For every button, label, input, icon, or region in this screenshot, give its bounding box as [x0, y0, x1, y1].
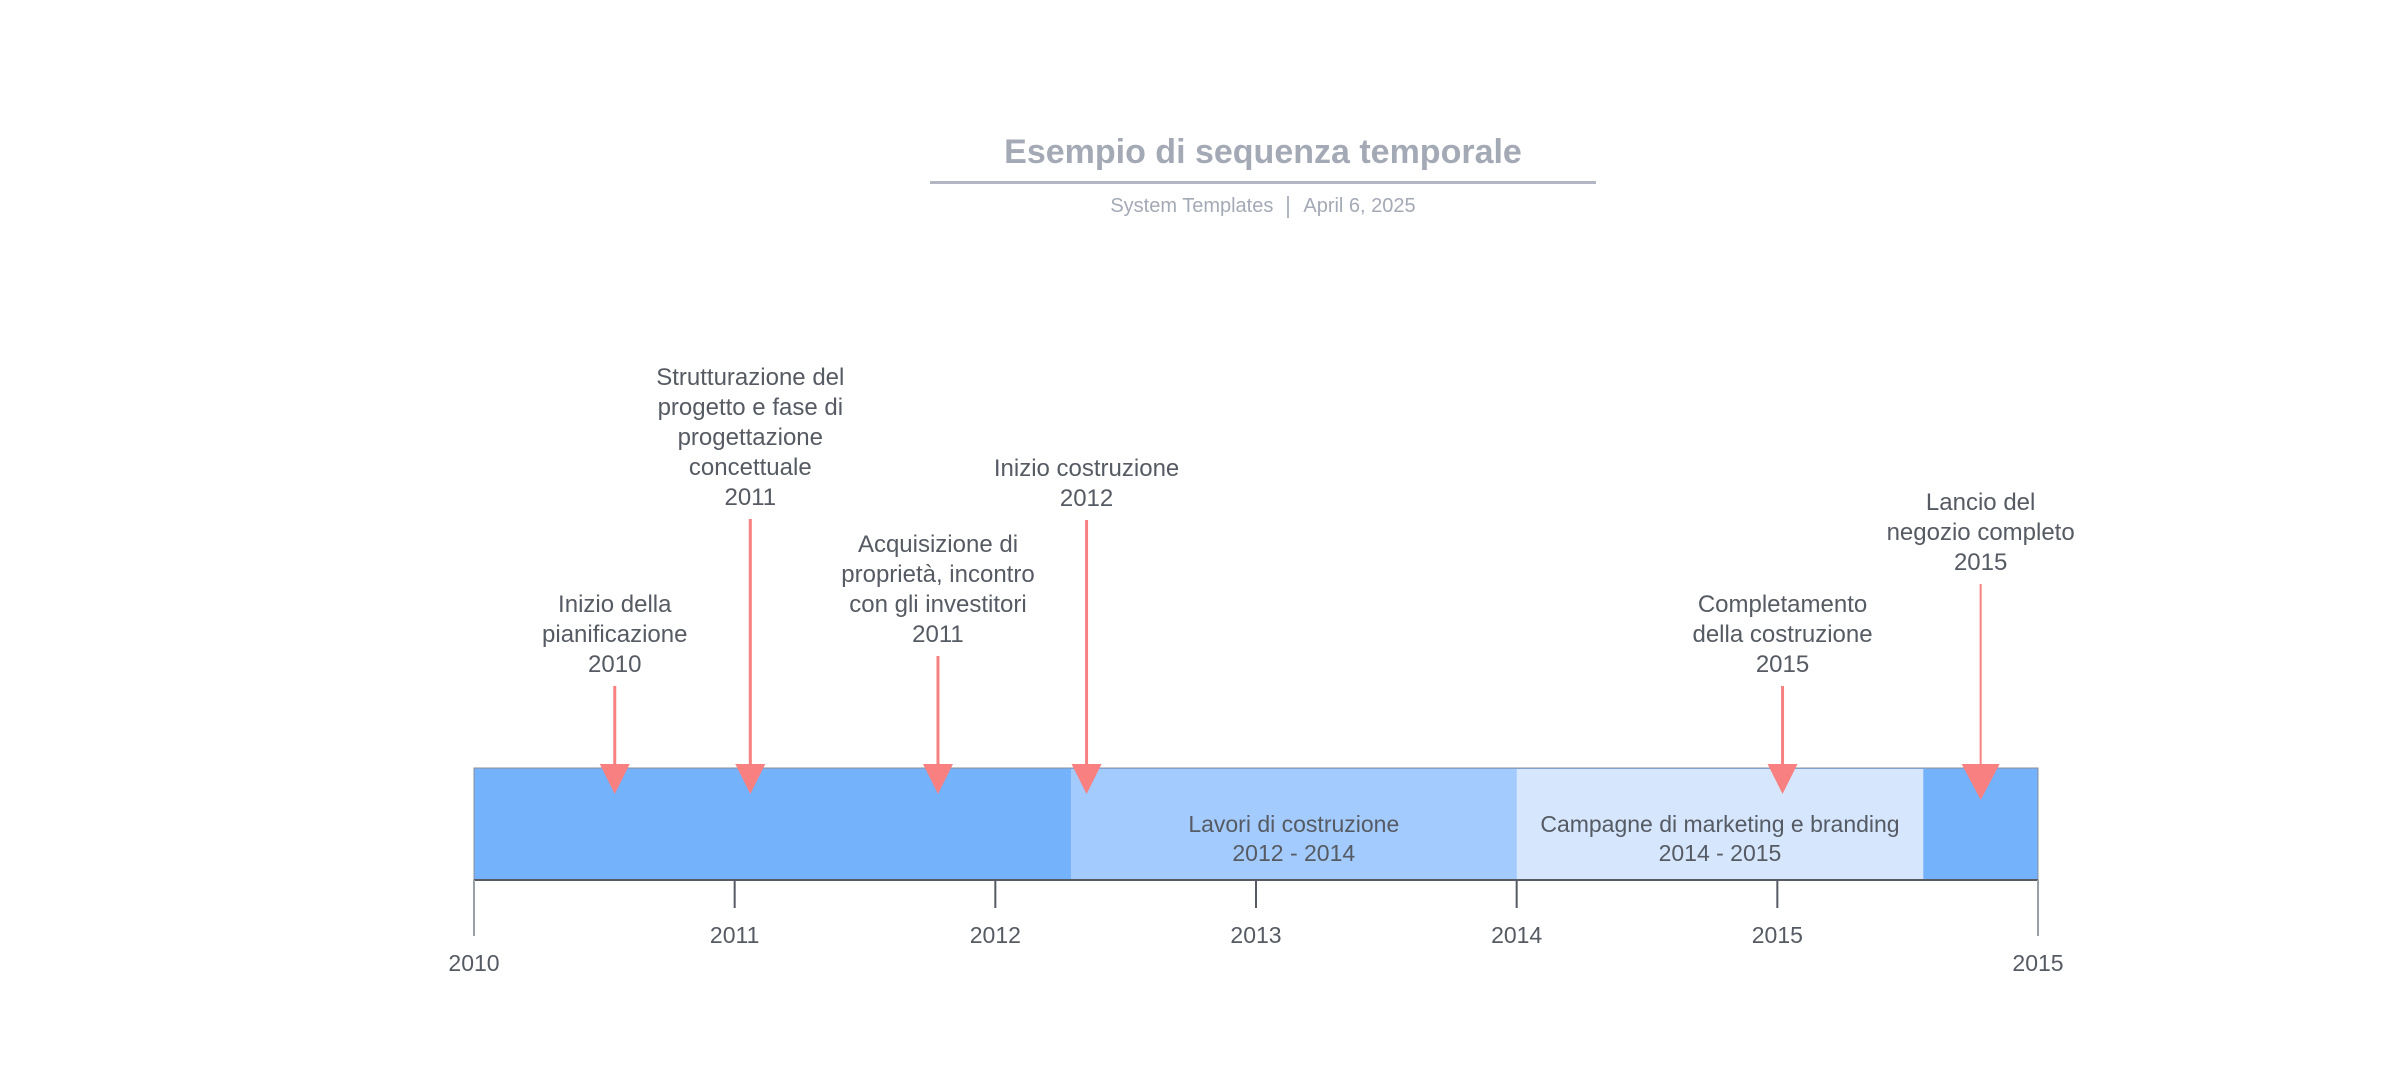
- milestone-text: Inizio costruzione: [993, 455, 1180, 482]
- axis-tick-label: 2012: [969, 922, 1021, 948]
- band-range: 2014 - 2015: [1658, 840, 1782, 866]
- page-title: Esempio di sequenza temporale: [930, 132, 1596, 184]
- milestone-label: Strutturazione del progetto e fase di pr…: [650, 363, 850, 513]
- timeline-band: [1070, 769, 1517, 879]
- axis-tick-label: 2011: [709, 922, 760, 948]
- milestone-label: Inizio della pianificazione 2010: [515, 590, 715, 680]
- milestone-year: 2015: [1755, 651, 1810, 678]
- timeline-band: [1516, 769, 1924, 879]
- milestone-label: Completamento della costruzione 2015: [1683, 590, 1883, 680]
- milestone-year: 2010: [588, 651, 642, 678]
- milestone-marker: [1961, 764, 2000, 800]
- milestone-text: Acquisizione di proprietà, incontro con …: [841, 531, 1035, 618]
- milestone-marker: [1071, 764, 1102, 794]
- milestone-marker: [599, 764, 630, 794]
- axis-tick-label: 2013: [1230, 922, 1282, 948]
- milestone-marker: [922, 764, 953, 794]
- axis-tick-label: 2015: [1751, 922, 1803, 948]
- meta-divider: [1287, 195, 1290, 218]
- milestone-text: Completamento della costruzione: [1692, 591, 1873, 648]
- axis-tick-label: 2010: [448, 950, 500, 976]
- axis-tick-label: 2014: [1491, 922, 1543, 948]
- timeline-header: Esempio di sequenza temporale System Tem…: [930, 132, 1596, 218]
- band-name: Lavori di costruzione: [1188, 811, 1400, 837]
- milestone-year: 2012: [1059, 485, 1114, 512]
- document-meta: System Templates April 6, 2025: [930, 194, 1596, 218]
- band-name: Campagne di marketing e branding: [1540, 811, 1900, 837]
- band-range: 2012 - 2014: [1232, 840, 1356, 866]
- milestone-label: Inizio costruzione 2012: [987, 454, 1187, 514]
- milestone-year: 2011: [912, 621, 964, 648]
- date-label: April 6, 2025: [1303, 194, 1416, 217]
- milestone-text: Lancio del negozio completo: [1886, 489, 2075, 546]
- milestone-text: Strutturazione del progetto e fase di pr…: [656, 364, 845, 481]
- milestone-year: 2015: [1953, 549, 2008, 576]
- author-label: System Templates: [1110, 194, 1274, 217]
- milestone-label: Acquisizione di proprietà, incontro con …: [838, 530, 1038, 650]
- band-label: Campagne di marketing e branding 2014 - …: [1517, 810, 1924, 868]
- milestone-year: 2011: [724, 484, 777, 511]
- milestone-marker: [1767, 764, 1798, 794]
- milestone-text: Inizio della pianificazione: [542, 591, 688, 648]
- milestone-label: Lancio del negozio completo 2015: [1881, 488, 2081, 578]
- axis-tick-label: 2015: [2012, 950, 2064, 976]
- band-label: Lavori di costruzione 2012 - 2014: [1071, 810, 1517, 868]
- milestone-marker: [735, 764, 766, 794]
